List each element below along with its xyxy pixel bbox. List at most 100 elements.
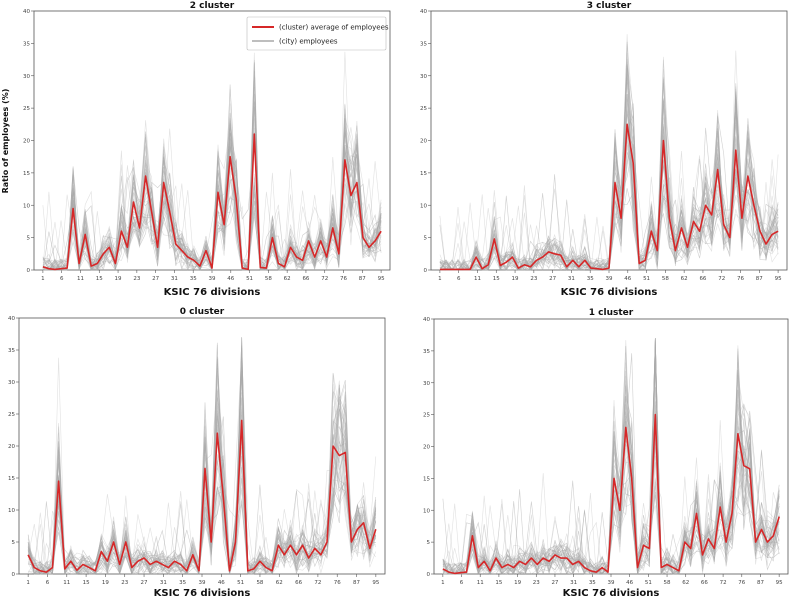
x-tick-label: 27: [549, 276, 556, 282]
x-tick-label: 95: [372, 580, 379, 586]
x-tick-label: 27: [551, 580, 558, 586]
average-line: [442, 413, 780, 575]
y-tick-label: 40: [420, 9, 427, 15]
x-tick-label: 72: [720, 580, 727, 586]
x-tick-label: 35: [587, 276, 594, 282]
x-tick-label: 23: [530, 276, 537, 282]
x-tick-label: 15: [495, 580, 502, 586]
x-tick-label: 15: [83, 580, 90, 586]
x-tick-label: 39: [209, 276, 216, 282]
x-tick-label: 19: [512, 276, 519, 282]
x-tick-label: 95: [378, 276, 385, 282]
city-line: [442, 387, 780, 575]
city-line: [439, 61, 779, 271]
x-tick-label: 27: [152, 276, 159, 282]
average-line: [42, 133, 382, 271]
x-tick-label: 39: [608, 580, 615, 586]
x-tick-label: 35: [589, 580, 596, 586]
chart-title: 1 cluster: [589, 308, 634, 318]
x-tick-label: 51: [645, 580, 652, 586]
x-tick-label: 15: [96, 276, 103, 282]
x-tick-label: 6: [46, 580, 50, 586]
city-line: [442, 420, 780, 575]
x-tick-label: 66: [302, 276, 309, 282]
chart-1-cluster: 0 5 10 15 20 25 30 35 40 1 6 11 15 19 23 27 31 35 39 46 51 58…: [423, 308, 789, 599]
x-tick-label: 58: [265, 276, 272, 282]
legend-city-label: (city) employees: [279, 38, 338, 46]
city-line: [27, 409, 377, 575]
y-tick-label: 25: [420, 106, 427, 112]
city-line: [439, 103, 779, 271]
chart-title: 3 cluster: [587, 1, 632, 11]
x-tick-label: 15: [493, 276, 500, 282]
chart-2-cluster: 0 5 10 15 20 25 30 35 40 1 6 11 15 19 23 27 31 35 39 46 51 58…: [23, 1, 391, 298]
x-tick-label: 95: [775, 276, 782, 282]
city-line: [27, 387, 377, 575]
y-tick-label: 5: [427, 540, 431, 546]
figure-ylabel: Ratio of employees (%): [1, 89, 10, 194]
x-tick-label: 27: [141, 580, 148, 586]
city-line: [442, 372, 780, 575]
x-tick-label: 76: [737, 276, 744, 282]
y-tick-label: 25: [423, 413, 430, 419]
x-tick-label: 76: [340, 276, 347, 282]
y-tick-label: 5: [12, 540, 16, 546]
y-tick-label: 35: [8, 348, 15, 354]
x-tick-label: 39: [199, 580, 206, 586]
average-line: [27, 419, 377, 573]
x-tick-label: 46: [218, 580, 225, 586]
x-tick-label: 1: [438, 276, 442, 282]
city-line: [27, 387, 377, 575]
y-tick-label: 40: [423, 317, 430, 323]
x-tick-label: 23: [533, 580, 540, 586]
y-tick-label: 30: [8, 380, 15, 386]
x-tick-label: 6: [60, 276, 64, 282]
x-tick-label: 35: [179, 580, 186, 586]
x-tick-label: 23: [133, 276, 140, 282]
x-tick-label: 46: [227, 276, 234, 282]
y-tick-label: 40: [8, 316, 15, 322]
y-tick-label: 30: [423, 381, 430, 387]
x-tick-label: 87: [353, 580, 360, 586]
x-tick-label: 51: [237, 580, 244, 586]
y-tick-label: 15: [8, 476, 15, 482]
y-tick-label: 0: [424, 268, 428, 274]
x-tick-label: 87: [757, 580, 764, 586]
x-tick-label: 31: [171, 276, 178, 282]
x-tick-label: 19: [102, 580, 109, 586]
y-tick-label: 0: [12, 572, 16, 578]
city-line: [439, 68, 779, 272]
y-tick-label: 10: [423, 508, 430, 514]
x-tick-label: 23: [121, 580, 128, 586]
city-line: [27, 396, 377, 575]
x-tick-label: 31: [160, 580, 167, 586]
legend-avg-label: (cluster) average of employees: [279, 24, 389, 32]
y-tick-label: 10: [8, 508, 15, 514]
x-axis-label: KSIC 76 divisions: [561, 287, 658, 298]
y-tick-label: 25: [8, 412, 15, 418]
average-line: [439, 123, 779, 271]
y-tick-label: 35: [420, 41, 427, 47]
y-tick-label: 35: [423, 349, 430, 355]
x-tick-label: 19: [115, 276, 122, 282]
x-tick-label: 51: [643, 276, 650, 282]
x-axis-label: KSIC 76 divisions: [563, 588, 660, 599]
x-tick-label: 31: [570, 580, 577, 586]
legend-box: [246, 16, 387, 51]
y-tick-label: 20: [23, 139, 30, 145]
x-tick-label: 72: [718, 276, 725, 282]
chart-0-cluster: 0 5 10 15 20 25 30 35 40 1 6 11 15 19 23 27 31 35 39 46 51 58…: [8, 307, 386, 599]
y-tick-label: 15: [23, 171, 30, 177]
x-tick-label: 66: [701, 580, 708, 586]
y-tick-label: 35: [23, 41, 30, 47]
x-tick-label: 62: [682, 580, 689, 586]
y-tick-label: 40: [23, 9, 30, 15]
x-tick-label: 51: [246, 276, 253, 282]
y-tick-label: 30: [420, 74, 427, 80]
y-tick-label: 0: [27, 268, 31, 274]
legend: (cluster) average of employees (city) emp…: [246, 16, 389, 51]
y-tick-label: 20: [423, 445, 430, 451]
city-line: [27, 347, 377, 575]
x-tick-label: 31: [568, 276, 575, 282]
y-tick-label: 10: [420, 203, 427, 209]
